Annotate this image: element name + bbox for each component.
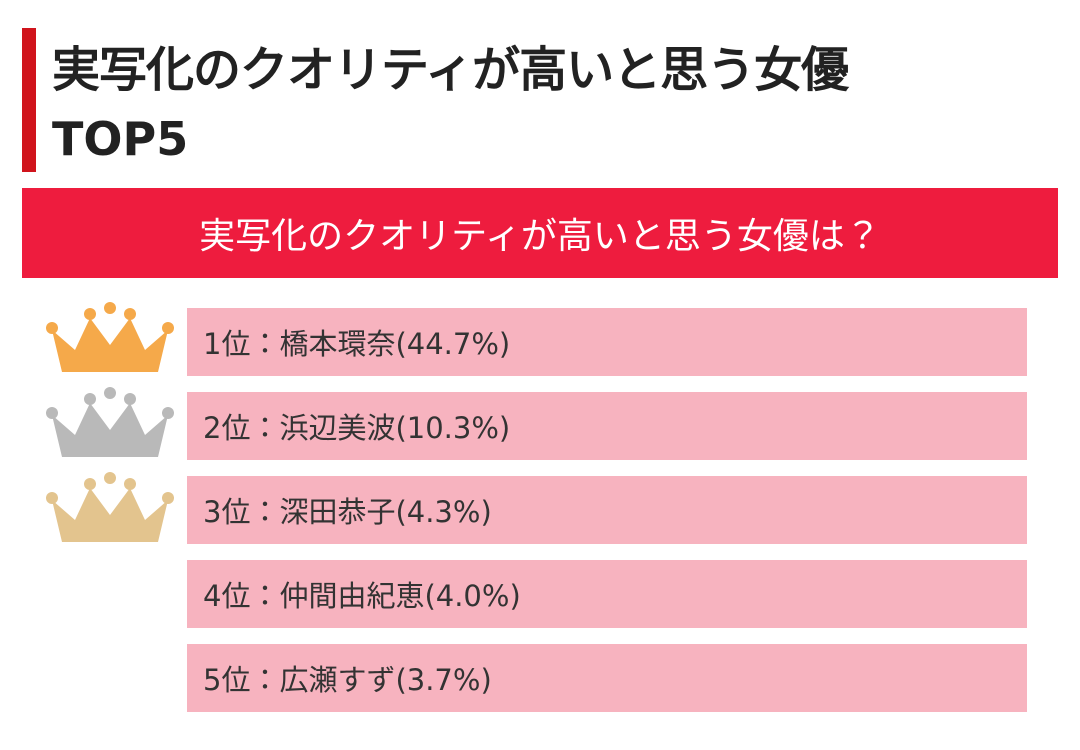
rank-row: 1位：橋本環奈(44.7%) bbox=[187, 308, 1027, 376]
crown-bronze bbox=[46, 472, 174, 542]
crown-silver bbox=[46, 387, 174, 457]
rank-row: 4位：仲間由紀恵(4.0%) bbox=[187, 560, 1027, 628]
rank-row: 2位：浜辺美波(10.3%) bbox=[187, 392, 1027, 460]
banner: 実写化のクオリティが高いと思う女優は？ bbox=[22, 188, 1058, 278]
rank-row: 3位：深田恭子(4.3%) bbox=[187, 476, 1027, 544]
accent-bar bbox=[22, 28, 36, 172]
rank-row: 5位：広瀬すず(3.7%) bbox=[187, 644, 1027, 712]
crown-gold bbox=[46, 302, 174, 372]
title: 実写化のクオリティが高いと思う女優 bbox=[52, 42, 849, 98]
subtitle: TOP5 bbox=[52, 112, 189, 166]
